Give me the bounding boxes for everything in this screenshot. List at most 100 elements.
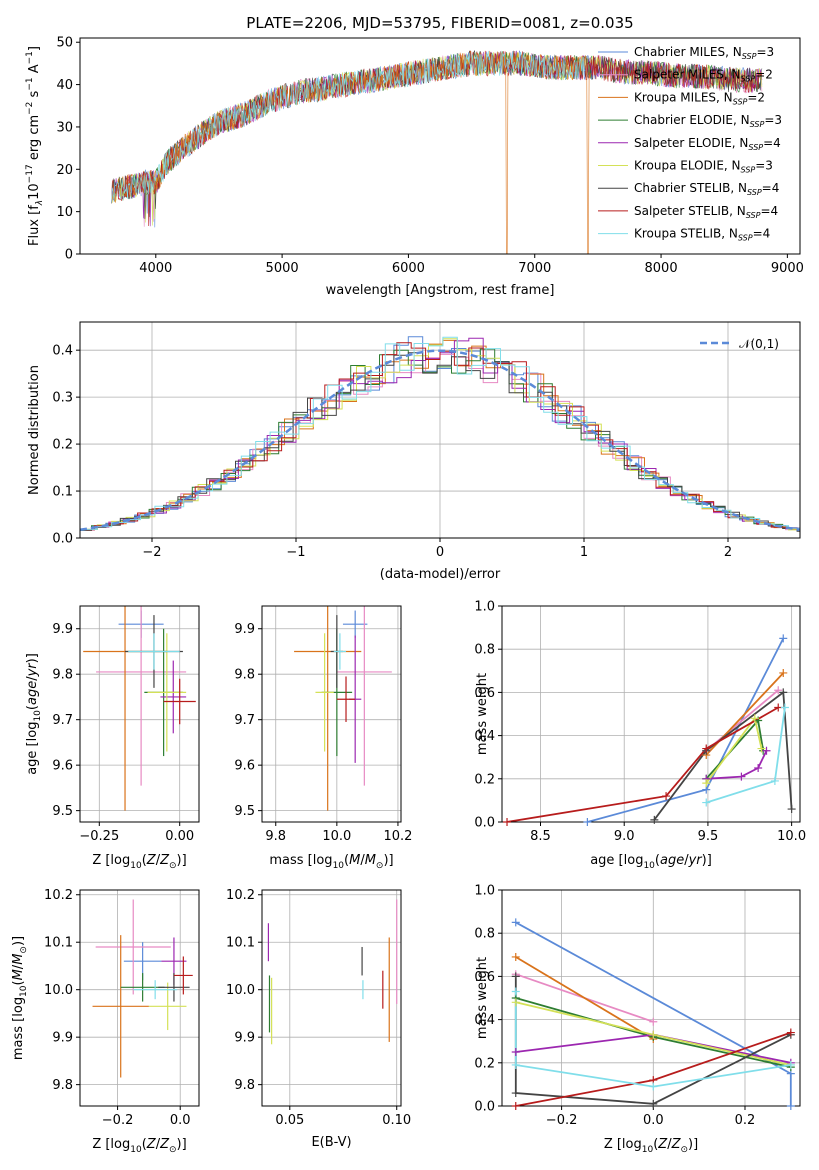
axes-frame: [261, 889, 402, 1107]
y-axis-label-part: −17: [25, 164, 35, 183]
mass-weight-marker: [779, 668, 788, 677]
residuals-plot-area: [80, 336, 800, 532]
legend-n: =3: [756, 45, 774, 59]
x-tick-label: 1: [580, 545, 588, 560]
mass-weight-marker: [757, 744, 766, 753]
x-tick-label: 7000: [518, 261, 551, 276]
mass-weight-marker: [649, 1017, 658, 1026]
y-tick-label: 0.0: [52, 532, 73, 547]
axis-label-part: mass [log: [269, 853, 332, 868]
axis-label-part: M: [349, 853, 360, 868]
legend-model: Kroupa STELIB, N: [634, 227, 738, 241]
legend-sub: SSP: [741, 166, 756, 175]
x-tick-label: 5000: [266, 261, 299, 276]
axes-frame: [79, 37, 801, 255]
axis-label-part: 10: [19, 985, 29, 997]
y-tick-label: 9.7: [52, 713, 73, 728]
axis-label: mass weight: [475, 957, 490, 1039]
legend-n: =4: [762, 181, 780, 195]
legend-n: =4: [760, 204, 778, 218]
axis-label-part: Z: [146, 1137, 157, 1152]
axis-label-part: ⊙: [169, 861, 177, 871]
x-axis-label-part: (: [655, 853, 660, 868]
y-tick-label: 9.9: [234, 622, 255, 637]
mass-weight-marker: [511, 1102, 520, 1110]
mass-weight-marker: [774, 686, 783, 695]
legend-entry: Salpeter ELODIE, NSSP=4: [634, 136, 781, 152]
y-tick-label: 0.2: [52, 438, 73, 453]
axis-label-part: /: [156, 1137, 161, 1152]
axis-label-part: /: [360, 853, 365, 868]
legend-entry: Kroupa MILES, NSSP=2: [634, 90, 765, 106]
axis-label: Normed distribution: [27, 365, 42, 495]
y-tick-label: 9.5: [52, 804, 73, 819]
x-tick-label: −2: [142, 545, 161, 560]
y-axis-label-part: −2: [25, 102, 35, 115]
y-axis-label-part: −1: [25, 51, 35, 64]
legend-model: Kroupa MILES, N: [634, 90, 733, 104]
axis-label-part: 10: [642, 1145, 654, 1155]
mass-weight-line: [706, 750, 768, 780]
axes-frame: [501, 889, 801, 1107]
axis-label-part: /: [156, 853, 161, 868]
axis-label-part: Z: [159, 1137, 170, 1152]
x-tick-label: 0.2: [735, 1113, 756, 1128]
x-tick-label: 0.05: [275, 1113, 304, 1128]
mass-weight-marker: [702, 798, 711, 807]
age_vs_Z-panel: −0.25 0.009.59.69.79.89.9Z [log10(Z/Z⊙)]a…: [25, 605, 200, 871]
mass_vs_Z-plot-area: [92, 899, 193, 1078]
mass-weight-marker: [511, 1048, 520, 1056]
y-tick-label: 30: [56, 120, 73, 135]
x-tick-label: 0.00: [165, 829, 194, 844]
x-axis-label-part: 10: [643, 861, 655, 871]
mass-weight-marker: [780, 703, 789, 712]
y-tick-label: 9.9: [52, 622, 73, 637]
legend-sub: SSP: [741, 75, 756, 84]
legend-model: Chabrier STELIB, N: [634, 181, 747, 195]
x-axis-label-part: yr: [688, 853, 704, 868]
legend-model: Salpeter MILES, N: [634, 68, 741, 82]
axis-label-part: Z: [671, 1137, 682, 1152]
axis-label: Z [log10(Z/Z⊙)]: [604, 1137, 698, 1155]
x-tick-label: 4000: [139, 261, 172, 276]
mass-weight-marker: [583, 818, 592, 826]
mass-weight-marker: [650, 815, 659, 824]
x-axis-label-part: age: [660, 853, 684, 868]
y-tick-label: 0.6: [474, 686, 495, 701]
y-axis-label-part: λ: [35, 200, 45, 206]
legend-sub: SSP: [742, 52, 757, 61]
legend-model: Salpeter ELODIE, N: [634, 136, 748, 150]
axis-label-part: /: [667, 1137, 672, 1152]
x-tick-label: 9.5: [698, 829, 719, 844]
axis-label-part: (: [11, 980, 26, 985]
axis-label-part: ⊙: [169, 1145, 177, 1155]
mass-weight-marker: [702, 779, 711, 788]
x-tick-label: 9.0: [614, 829, 635, 844]
mass-weight-marker: [779, 688, 788, 697]
axis-label-part: 10: [130, 1145, 142, 1155]
spectrum-line: [111, 50, 586, 204]
y-tick-label: 10.1: [226, 936, 255, 951]
mass-weight-marker: [762, 746, 771, 755]
mass-weight-marker: [511, 998, 520, 1007]
y-tick-label: 0.4: [474, 1013, 495, 1028]
legend-entry: Chabrier STELIB, NSSP=4: [634, 181, 779, 197]
legend-entry: Kroupa ELODIE, NSSP=3: [634, 159, 773, 175]
axis-label: mass [log10(M/M⊙)]: [11, 936, 29, 1060]
axis-label-part: ⊙: [376, 861, 384, 871]
axis-label-part: 10: [130, 861, 142, 871]
y-tick-label: 9.5: [234, 804, 255, 819]
legend-entry: Chabrier MILES, NSSP=3: [634, 45, 774, 61]
y-axis-label-part: 10: [33, 710, 43, 722]
weight_vs_age-plot-area: [506, 637, 793, 822]
y-tick-label: 10.0: [226, 983, 255, 998]
y-tick-label: 9.9: [234, 1031, 255, 1046]
x-tick-label: −0.25: [79, 829, 119, 844]
y-tick-label: 0.3: [52, 391, 73, 406]
mass-weight-marker: [649, 1030, 658, 1039]
mass-weight-line: [587, 637, 785, 822]
legend-model: Kroupa ELODIE, N: [634, 159, 741, 173]
axis-label-part: ⊙: [680, 1145, 688, 1155]
mass-weight-marker: [662, 792, 671, 801]
plot-layer: 4000 5000 6000 7000 8000 900001020304050wavel…: [11, 36, 806, 1155]
